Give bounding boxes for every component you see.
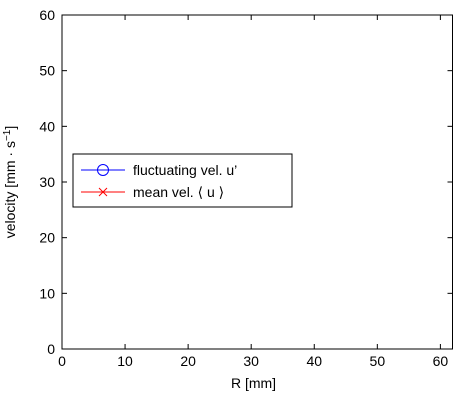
legend-box	[72, 153, 293, 208]
x-tick-label: 40	[306, 353, 322, 369]
x-tick-label: 20	[180, 353, 196, 369]
y-axis-label-exponent: −1	[2, 129, 13, 141]
x-tick-label: 10	[117, 353, 133, 369]
y-tick-label: 10	[39, 285, 55, 301]
legend-mean-marker-stroke-b	[98, 187, 108, 197]
legend-fluctuating-label: fluctuating vel. u’	[133, 162, 237, 178]
y-axis-label-close: ]	[2, 126, 18, 130]
x-tick-label: 60	[433, 353, 449, 369]
y-tick-label: 40	[39, 118, 55, 134]
x-tick-label: 0	[58, 353, 66, 369]
y-tick-label: 20	[39, 230, 55, 246]
y-axis-label: velocity [mm · s−1]	[2, 126, 18, 239]
x-axis-label: R [mm]	[231, 375, 276, 391]
legend-mean-marker	[98, 187, 108, 197]
x-tick-label: 30	[243, 353, 259, 369]
y-tick-label: 60	[39, 7, 55, 23]
y-tick-label: 30	[39, 174, 55, 190]
y-tick-label: 50	[39, 63, 55, 79]
y-axis-label-main: velocity [mm · s	[2, 141, 18, 238]
y-tick-label: 0	[47, 341, 55, 357]
legend-mean-label: mean vel. ⟨ u ⟩	[133, 184, 224, 200]
legend-fluctuating-marker	[97, 164, 109, 176]
x-tick-label: 50	[370, 353, 386, 369]
